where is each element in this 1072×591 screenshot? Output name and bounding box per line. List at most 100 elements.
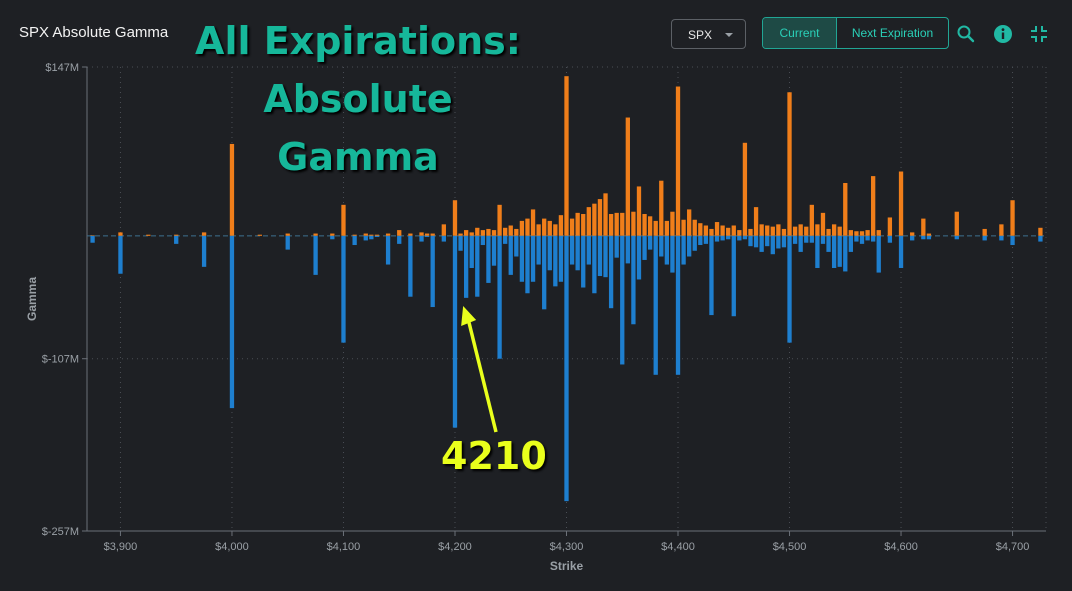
bar-positive (313, 233, 318, 236)
bar-positive (146, 234, 151, 236)
bar-negative (1038, 235, 1043, 242)
bar-negative (575, 235, 580, 271)
bar-positive (792, 226, 798, 236)
bar-positive (174, 234, 179, 236)
bar-negative (809, 235, 814, 243)
bar-negative (898, 235, 904, 268)
bar-positive (982, 228, 987, 236)
bar-positive (798, 224, 803, 236)
bar-positive (614, 212, 619, 236)
overlay-title-line1: All Expirations: (195, 19, 521, 63)
collapse-icon[interactable] (1029, 24, 1049, 44)
bar-positive (753, 207, 759, 236)
bar-positive (374, 234, 380, 236)
bar-negative (385, 235, 391, 265)
bar-negative (1010, 235, 1015, 246)
bar-negative (675, 235, 681, 375)
bar-positive (742, 142, 748, 236)
bar-positive (330, 233, 335, 236)
bar-negative (313, 235, 318, 275)
bar-positive (441, 224, 446, 236)
bar-positive (809, 204, 814, 236)
bar-positive (681, 219, 686, 236)
bar-positive (647, 216, 653, 236)
bar-negative (748, 235, 753, 247)
bar-negative (508, 235, 513, 275)
bar-negative (670, 235, 675, 273)
bar-negative (229, 235, 235, 409)
bar-negative (497, 235, 502, 359)
bar-positive (631, 211, 636, 236)
bar-positive (954, 211, 959, 236)
bar-positive (430, 233, 435, 236)
bar-positive (469, 232, 474, 236)
bar-negative (698, 235, 703, 246)
bar-negative (659, 235, 664, 257)
bar-negative (463, 235, 469, 298)
annotation-label: 4210 (441, 434, 547, 478)
bar-negative (742, 235, 748, 240)
bar-negative (926, 235, 932, 240)
bar-negative (765, 235, 770, 247)
bar-positive (397, 230, 402, 236)
bar-negative (620, 235, 625, 365)
bar-positive (424, 233, 430, 236)
bar-negative (542, 235, 547, 310)
bar-negative (514, 235, 519, 257)
bar-negative (430, 235, 435, 308)
bar-negative (341, 235, 346, 343)
ticker-select[interactable]: SPX (671, 19, 746, 49)
bar-positive (508, 225, 513, 236)
bar-positive (408, 233, 413, 236)
bar-positive (558, 215, 564, 236)
bar-negative (536, 235, 541, 265)
annotation-arrow-line (465, 314, 498, 433)
bar-negative (647, 235, 653, 250)
bar-positive (642, 214, 647, 236)
bar-negative (118, 235, 123, 274)
bar-positive (776, 224, 781, 236)
bar-negative (804, 235, 809, 243)
bar-negative (374, 235, 380, 237)
bar-negative (441, 235, 446, 242)
bar-negative (820, 235, 826, 244)
bar-negative (530, 235, 536, 282)
current-expiration-button[interactable]: Current (763, 18, 837, 48)
x-tick-label: $4,700 (996, 541, 1030, 553)
bar-negative (614, 235, 619, 258)
bar-negative (826, 235, 831, 252)
bar-negative (352, 235, 357, 246)
bar-negative (848, 235, 854, 252)
bar-positive (514, 228, 519, 236)
bar-positive (731, 225, 736, 236)
bar-negative (642, 235, 647, 260)
bar-negative (631, 235, 636, 325)
bar-positive (820, 212, 826, 236)
bar-positive (480, 230, 486, 236)
bar-negative (586, 235, 591, 265)
x-tick-label: $4,000 (215, 541, 249, 553)
bar-positive (848, 230, 854, 236)
x-tick-label: $4,200 (438, 541, 472, 553)
ticker-select-value: SPX (688, 28, 713, 42)
bar-negative (90, 235, 95, 243)
bar-negative (397, 235, 402, 244)
info-icon[interactable] (993, 24, 1013, 44)
bar-negative (910, 235, 915, 241)
annotation-arrow-head (461, 306, 477, 326)
bar-positive (703, 225, 709, 236)
search-icon[interactable] (956, 24, 976, 44)
bar-positive (586, 207, 591, 236)
bar-positive (352, 234, 357, 236)
bar-negative (547, 235, 552, 271)
overlay-title-line2: Absolute Gamma (263, 77, 453, 179)
bar-negative (999, 235, 1004, 241)
next-expiration-button[interactable]: Next Expiration (851, 26, 934, 40)
bar-positive (910, 232, 915, 236)
bar-positive (458, 233, 463, 236)
bar-negative (569, 235, 575, 265)
bar-negative (553, 235, 558, 287)
overlay-title: All Expirations: Absolute Gamma (178, 12, 538, 186)
